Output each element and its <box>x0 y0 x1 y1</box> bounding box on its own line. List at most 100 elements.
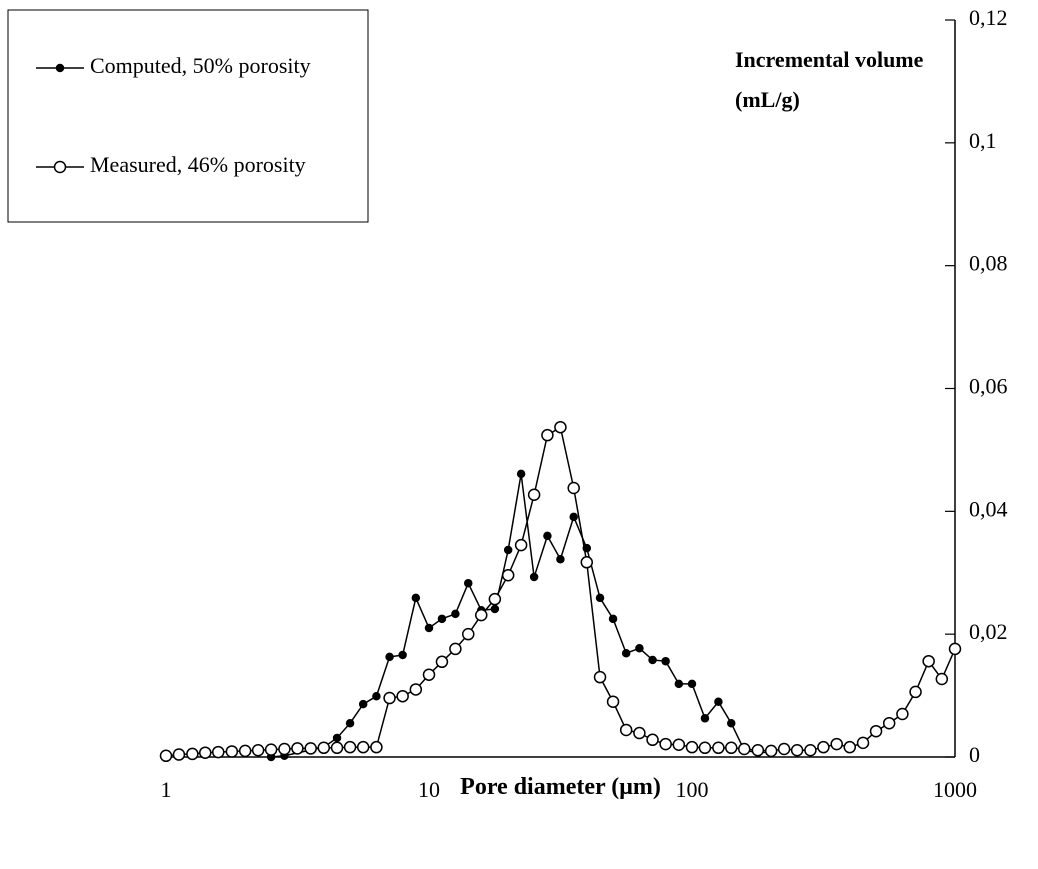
x-tick-label: 1 <box>161 777 172 802</box>
legend-label: Computed, 50% porosity <box>90 53 311 78</box>
data-point <box>804 743 817 757</box>
data-point <box>790 743 804 757</box>
data-point <box>422 668 436 681</box>
data-point <box>330 741 344 755</box>
data-point <box>777 742 791 756</box>
data-point <box>383 691 396 705</box>
data-point <box>869 724 883 738</box>
data-point <box>543 531 552 541</box>
data-point <box>488 592 502 606</box>
data-point <box>356 740 370 754</box>
data-point <box>948 642 962 656</box>
data-point <box>474 608 488 622</box>
data-point <box>449 642 462 656</box>
data-point <box>345 718 355 728</box>
data-point <box>461 627 475 641</box>
data-point <box>659 737 672 751</box>
data-point <box>698 741 712 755</box>
data-point <box>527 488 541 502</box>
data-point <box>648 655 657 665</box>
data-point <box>882 716 896 730</box>
data-point <box>451 609 460 619</box>
data-point <box>606 695 620 708</box>
y-tick-label: 0,02 <box>969 619 1008 644</box>
x-tick-label: 100 <box>676 777 709 802</box>
data-point <box>317 741 331 755</box>
data-point <box>582 543 592 553</box>
legend-marker <box>55 63 65 73</box>
data-point <box>541 428 554 442</box>
data-point <box>672 738 686 751</box>
y-tick-label: 0,04 <box>969 496 1008 521</box>
x-tick-label: 1000 <box>933 777 977 802</box>
data-point <box>463 578 473 588</box>
data-point <box>159 749 173 763</box>
data-point <box>238 744 252 758</box>
data-point <box>529 572 539 582</box>
legend-marker <box>53 160 67 174</box>
y-tick-label: 0,08 <box>969 251 1008 276</box>
data-point <box>687 679 697 689</box>
data-point <box>714 697 723 706</box>
data-point <box>370 740 383 754</box>
y-tick-label: 0,1 <box>969 128 997 153</box>
data-point <box>700 714 710 723</box>
data-point <box>437 614 447 624</box>
data-point <box>646 733 659 747</box>
legend-label: Measured, 46% porosity <box>90 152 306 177</box>
data-point <box>372 691 381 701</box>
data-point <box>817 740 830 754</box>
data-point <box>843 740 857 754</box>
y-tick-label: 0,12 <box>969 5 1008 30</box>
legend-box <box>7 9 369 223</box>
data-point <box>621 648 631 658</box>
data-point <box>225 745 239 758</box>
data-point <box>751 743 765 757</box>
series-line <box>271 473 772 758</box>
data-point <box>567 481 580 495</box>
data-point <box>595 593 605 603</box>
data-point <box>198 746 212 759</box>
data-point <box>396 689 409 703</box>
data-point <box>685 740 699 754</box>
y-axis-title: Incremental volume (mL/g) <box>735 47 924 112</box>
data-point <box>435 655 449 669</box>
x-tick-label: 10 <box>418 777 440 802</box>
data-point <box>661 656 670 666</box>
data-point <box>619 723 633 737</box>
data-point <box>909 685 922 699</box>
data-point <box>358 699 368 709</box>
data-point <box>490 604 500 614</box>
data-point <box>764 744 778 758</box>
data-point <box>516 469 526 479</box>
data-point <box>635 644 644 653</box>
data-point <box>554 420 567 434</box>
data-point <box>856 736 870 750</box>
data-point <box>211 745 225 759</box>
data-point <box>304 742 317 755</box>
data-point <box>278 742 291 756</box>
data-point <box>580 556 594 569</box>
data-point <box>385 652 394 662</box>
data-point <box>291 742 304 755</box>
data-point <box>398 650 407 660</box>
x-axis-title: Pore diameter (μm) <box>460 774 661 800</box>
data-point <box>935 672 949 686</box>
data-point <box>251 743 265 757</box>
data-point <box>830 737 843 751</box>
data-point <box>633 726 646 740</box>
data-point <box>556 554 565 564</box>
y-tick-label: 0 <box>969 742 980 767</box>
data-point <box>186 747 199 761</box>
data-point <box>726 718 736 728</box>
data-point <box>172 748 186 761</box>
data-point <box>737 742 751 756</box>
data-point <box>608 614 618 624</box>
data-point <box>922 654 935 668</box>
data-point <box>501 568 515 582</box>
data-point <box>264 743 278 756</box>
data-point <box>332 733 342 743</box>
legend: Computed, 50% porosity Measured, 46% poro… <box>7 9 369 223</box>
data-point <box>569 512 578 522</box>
